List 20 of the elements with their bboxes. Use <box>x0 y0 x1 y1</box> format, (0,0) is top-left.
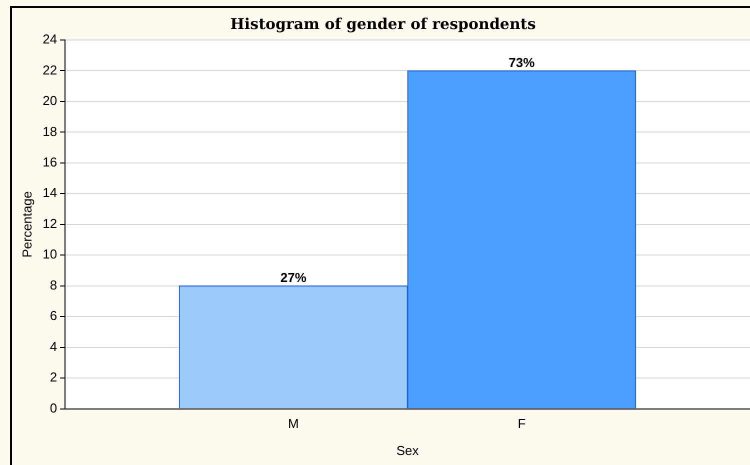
y-tick-label: 0 <box>50 400 58 416</box>
x-tick-label: F <box>518 416 526 432</box>
y-tick-label: 2 <box>50 370 58 385</box>
y-tick-label: 14 <box>42 185 58 200</box>
y-tick-label: 16 <box>42 154 58 170</box>
y-tick-label: 4 <box>50 338 58 354</box>
annotation: 73% <box>508 54 536 70</box>
x-axis-title: Sex <box>396 442 420 458</box>
annotation: 27% <box>280 270 307 285</box>
y-tick-label: 8 <box>50 277 58 292</box>
x-tick-label: M <box>288 416 299 432</box>
y-tick-label: 24 <box>42 32 58 47</box>
chart-title: Histogram of gender of respondents <box>230 14 536 33</box>
y-tick-label: 22 <box>42 62 58 78</box>
y-tick-label: 10 <box>42 246 58 262</box>
y-axis-title: Percentage <box>19 191 34 258</box>
y-tick-label: 18 <box>42 124 58 139</box>
y-tick-label: 6 <box>50 308 58 324</box>
y-tick-label: 12 <box>42 216 58 231</box>
y-tick-label: 20 <box>42 93 58 108</box>
